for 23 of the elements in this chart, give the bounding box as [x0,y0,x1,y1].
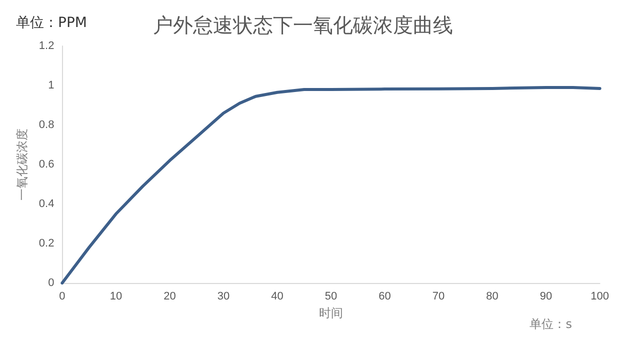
text: 单位：s [530,317,572,331]
x-tick-label: 100 [590,290,610,302]
x-tick-label: 20 [164,290,176,302]
y-tick-label: 0.6 [38,158,54,170]
x-tick-label: 10 [110,290,122,302]
x-tick-label: 60 [378,290,391,302]
x-axis-title: 时间 [319,306,344,320]
chart-title: 户外怠速状态下一氧化碳浓度曲线 [153,13,453,37]
y-tick-label: 0.2 [38,238,54,250]
x-tick-label: 0 [59,290,66,302]
y-axis-title: 一氧化碳浓度 [15,128,29,200]
x-tick-label: 80 [486,290,498,302]
y-tick-label: 0.4 [38,198,54,210]
y-tick-label: 0 [48,277,54,289]
x-tick-label: 40 [271,290,284,302]
text: 单位：PPM [16,15,87,31]
y-tick-label: 1.2 [38,40,54,52]
x-tick-label: 30 [217,290,230,302]
x-tick-label: 90 [540,290,552,302]
x-tick-label: 50 [324,290,338,302]
y-tick-label: 1 [48,80,54,92]
y-tick-label: 0.8 [38,119,54,131]
x-tick-label: 70 [432,290,445,302]
